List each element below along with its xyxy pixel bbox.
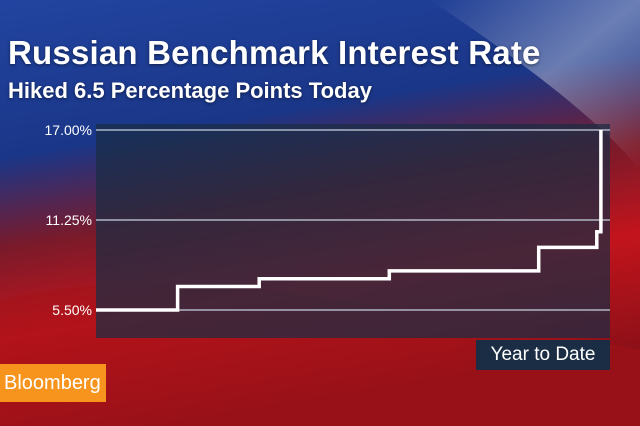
bloomberg-logo: Bloomberg (0, 364, 106, 402)
period-label: Year to Date (476, 340, 610, 370)
y-tick-label: 11.25% (46, 212, 92, 228)
chart-subtitle: Hiked 6.5 Percentage Points Today (8, 78, 372, 103)
y-tick-label: 5.50% (52, 302, 92, 318)
plot-area (96, 124, 610, 338)
rate-series-line (96, 130, 603, 312)
chart-title: Russian Benchmark Interest Rate (8, 34, 541, 71)
y-tick-label: 17.00% (45, 122, 92, 138)
